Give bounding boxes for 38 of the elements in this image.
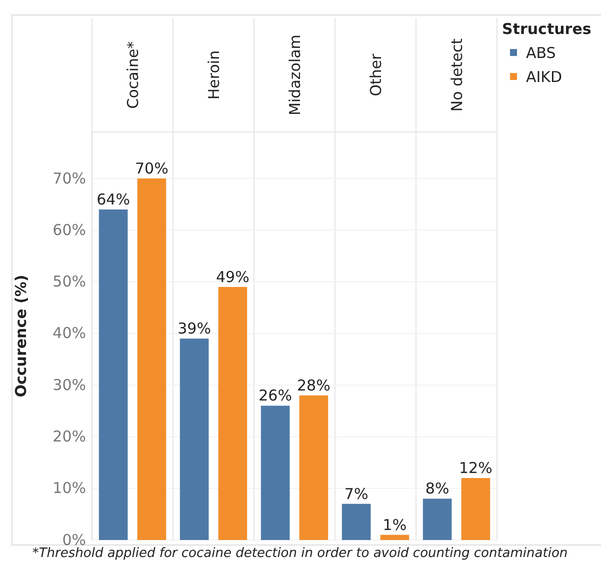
bar (461, 478, 490, 540)
data-label: 49% (216, 268, 250, 286)
y-tick-label: 30% (52, 376, 86, 394)
data-label: 64% (96, 190, 130, 208)
bar (422, 498, 452, 540)
data-label: 70% (135, 159, 168, 178)
data-label: 26% (258, 386, 292, 405)
bar (380, 534, 410, 540)
y-axis-title: Occurence (%) (12, 274, 30, 398)
data-label: 8% (425, 480, 450, 498)
y-tick-label: 0% (62, 530, 86, 549)
x-tick-label: Cocaine* (124, 40, 142, 109)
y-tick-label: 60% (52, 220, 86, 239)
data-label: 28% (297, 376, 330, 394)
x-tick-label: Midazolam (286, 34, 304, 116)
data-label: 7% (344, 484, 368, 503)
data-label: 12% (459, 459, 492, 478)
y-tick-label: 10% (52, 479, 86, 498)
x-tick-label: No detect (448, 38, 466, 112)
data-label: 1% (382, 516, 407, 534)
y-tick-label: 40% (52, 324, 86, 342)
y-tick-label: 20% (52, 428, 86, 446)
bar (218, 286, 248, 540)
y-tick-label: 50% (52, 272, 86, 291)
bar (98, 209, 128, 540)
x-tick-label: Heroin (204, 50, 223, 100)
legend-label: ABS (526, 44, 556, 62)
text: *Threshold applied for cocaine detection in order to avoid counting contamination (32, 546, 568, 561)
bar (137, 178, 166, 540)
x-tick-label: Other (366, 52, 385, 96)
bar (180, 338, 209, 540)
bar (342, 504, 371, 540)
data-label: 39% (178, 320, 211, 338)
legend-title: Structures (502, 20, 592, 38)
bar (299, 395, 328, 540)
y-tick-label: 70% (52, 169, 86, 188)
bar (260, 406, 290, 540)
legend-label: AIKD (526, 68, 562, 86)
